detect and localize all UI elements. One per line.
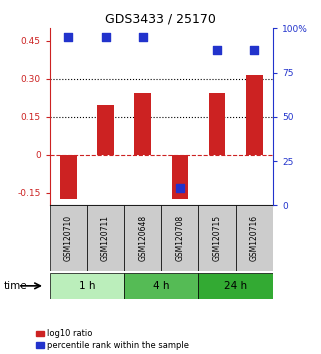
Bar bbox=[209, 93, 225, 155]
Text: GSM120711: GSM120711 bbox=[101, 215, 110, 261]
Bar bbox=[97, 105, 114, 155]
Text: time: time bbox=[3, 281, 27, 291]
Point bbox=[103, 34, 108, 40]
Bar bbox=[236, 205, 273, 271]
Bar bbox=[60, 155, 77, 199]
Point bbox=[214, 47, 220, 52]
Text: GDS3433 / 25170: GDS3433 / 25170 bbox=[105, 12, 216, 25]
Text: GSM120648: GSM120648 bbox=[138, 215, 147, 261]
Text: 4 h: 4 h bbox=[153, 281, 169, 291]
Bar bbox=[87, 205, 124, 271]
Bar bbox=[171, 155, 188, 199]
Bar bbox=[246, 75, 263, 155]
Bar bbox=[198, 273, 273, 299]
Bar bbox=[161, 205, 198, 271]
Legend: log10 ratio, percentile rank within the sample: log10 ratio, percentile rank within the … bbox=[36, 329, 189, 350]
Text: GSM120715: GSM120715 bbox=[213, 215, 221, 261]
Point bbox=[177, 185, 182, 190]
Bar bbox=[50, 205, 87, 271]
Bar bbox=[124, 273, 198, 299]
Bar bbox=[198, 205, 236, 271]
Bar bbox=[134, 93, 151, 155]
Text: 24 h: 24 h bbox=[224, 281, 247, 291]
Text: GSM120710: GSM120710 bbox=[64, 215, 73, 261]
Point bbox=[66, 34, 71, 40]
Text: 1 h: 1 h bbox=[79, 281, 95, 291]
Bar bbox=[50, 273, 124, 299]
Text: GSM120708: GSM120708 bbox=[175, 215, 184, 261]
Point bbox=[252, 47, 257, 52]
Bar bbox=[124, 205, 161, 271]
Text: GSM120716: GSM120716 bbox=[250, 215, 259, 261]
Point bbox=[140, 34, 145, 40]
